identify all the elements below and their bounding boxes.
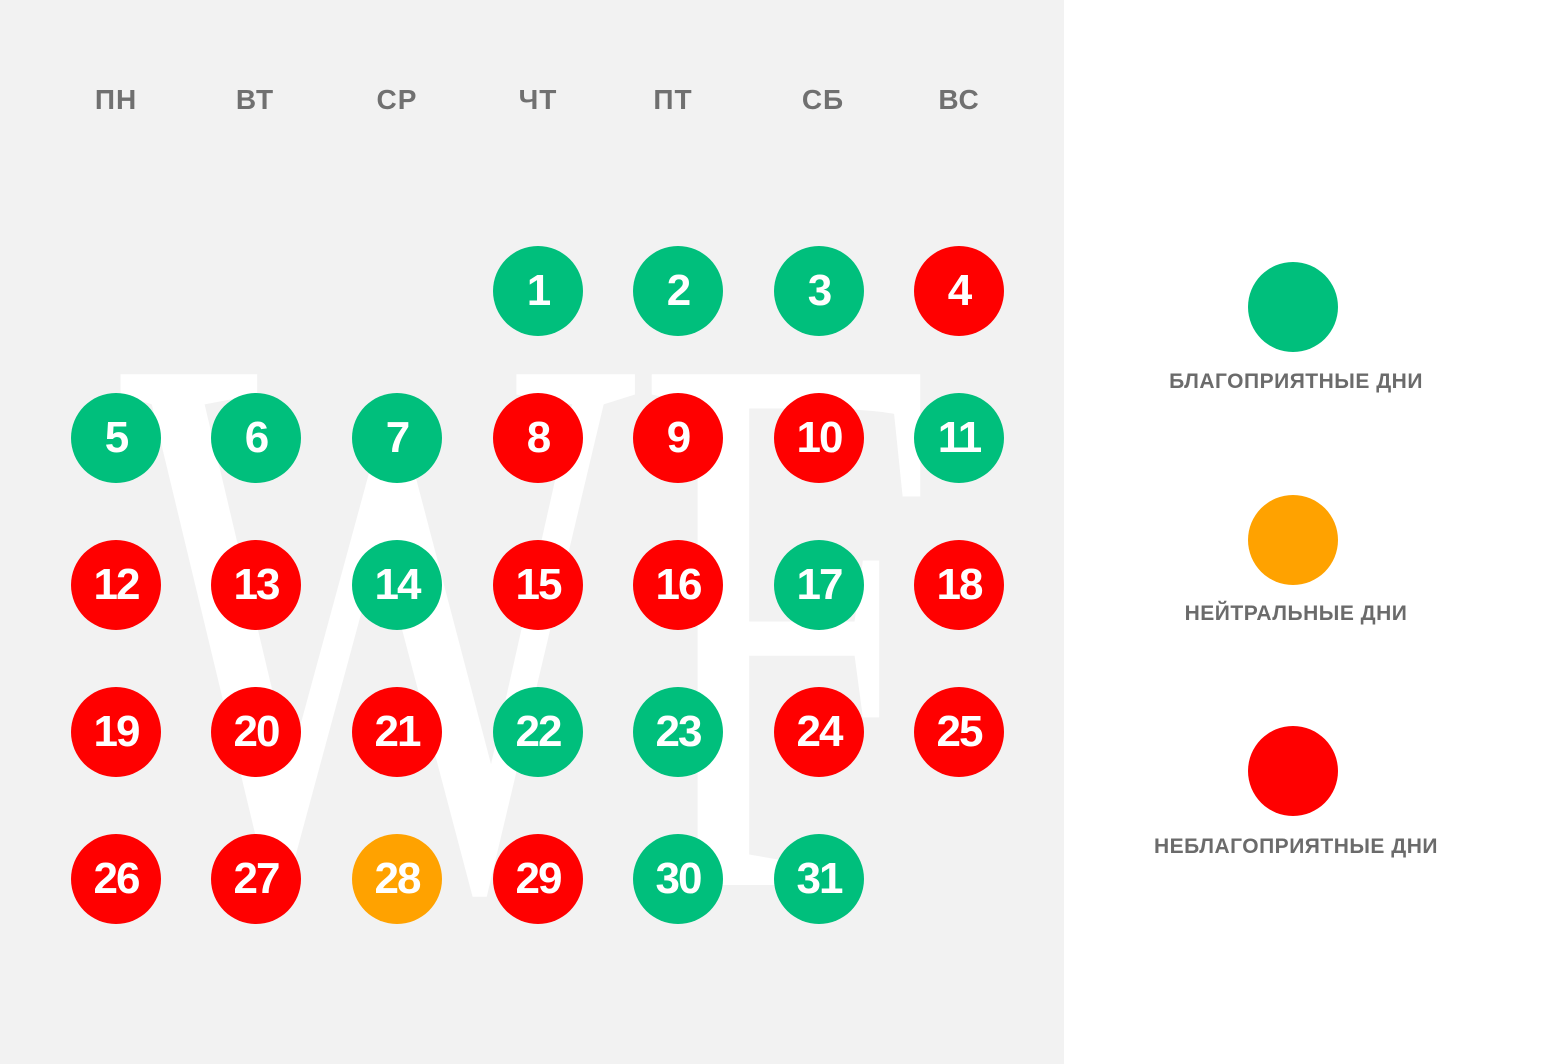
day-circle-unfavorable: 10 — [774, 393, 864, 483]
day-circle-unfavorable: 13 — [211, 540, 301, 630]
weekday-label: ЧТ — [518, 84, 558, 115]
weekday-label: ВС — [938, 84, 980, 115]
day-circle-unfavorable: 21 — [352, 687, 442, 777]
day-circle-unfavorable: 9 — [633, 393, 723, 483]
legend-label-favorable: БЛАГОПРИЯТНЫЕ ДНИ — [1169, 370, 1423, 393]
legend-label-neutral: НЕЙТРАЛЬНЫЕ ДНИ — [1184, 602, 1408, 625]
day-circle-unfavorable: 8 — [493, 393, 583, 483]
weekday-label: ВТ — [235, 84, 275, 115]
day-circle-favorable: 5 — [71, 393, 161, 483]
day-circle-unfavorable: 16 — [633, 540, 723, 630]
day-circle-unfavorable: 26 — [71, 834, 161, 924]
day-circle-unfavorable: 29 — [493, 834, 583, 924]
day-circle-unfavorable: 15 — [493, 540, 583, 630]
day-circle-unfavorable: 25 — [914, 687, 1004, 777]
day-circle-favorable: 17 — [774, 540, 864, 630]
legend-dot-unfavorable — [1248, 726, 1338, 816]
legend-label-unfavorable: НЕБЛАГОПРИЯТНЫЕ ДНИ — [1153, 835, 1438, 858]
weekday-label: ПН — [94, 84, 138, 115]
weekday-label: СР — [376, 84, 418, 115]
day-circle-unfavorable: 27 — [211, 834, 301, 924]
day-circle-unfavorable: 18 — [914, 540, 1004, 630]
day-circle-favorable: 2 — [633, 246, 723, 336]
day-circle-favorable: 14 — [352, 540, 442, 630]
day-circle-favorable: 6 — [211, 393, 301, 483]
day-circle-favorable: 22 — [493, 687, 583, 777]
weekday-label: ПТ — [653, 84, 693, 115]
day-circle-unfavorable: 4 — [914, 246, 1004, 336]
day-circle-unfavorable: 20 — [211, 687, 301, 777]
day-circle-favorable: 3 — [774, 246, 864, 336]
legend-dot-neutral — [1248, 495, 1338, 585]
day-circle-favorable: 7 — [352, 393, 442, 483]
day-circle-favorable: 23 — [633, 687, 723, 777]
day-circle-unfavorable: 19 — [71, 687, 161, 777]
day-circle-neutral: 28 — [352, 834, 442, 924]
weekday-label: СБ — [801, 84, 845, 115]
day-circle-unfavorable: 12 — [71, 540, 161, 630]
calendar-panel: WF ПН ВТ СР ЧТ ПТ СБ ВС 1 2 3 4 5 6 7 8 9 10 11 12 13 14 15 1… — [0, 0, 1064, 1064]
legend-dot-favorable — [1248, 262, 1338, 352]
day-circle-unfavorable: 24 — [774, 687, 864, 777]
day-circle-favorable: 31 — [774, 834, 864, 924]
day-circle-favorable: 11 — [914, 393, 1004, 483]
day-circle-favorable: 30 — [633, 834, 723, 924]
day-circle-favorable: 1 — [493, 246, 583, 336]
